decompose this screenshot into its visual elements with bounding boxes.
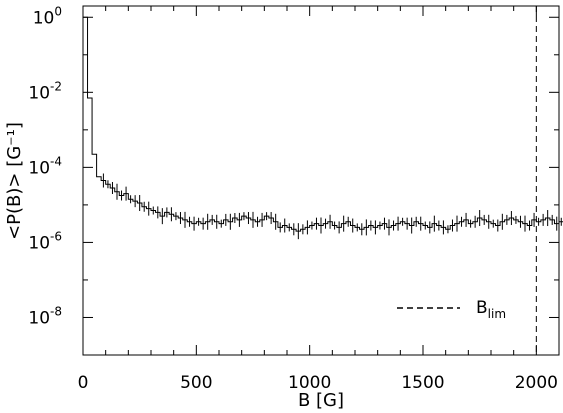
legend-label-base: B <box>476 298 488 318</box>
x-axis-ticks: 0 500 1000 1500 2000 <box>78 6 558 393</box>
error-bars <box>102 173 562 240</box>
y-tick-label: 10-4 <box>28 154 62 178</box>
y-tick-label: 100 <box>33 4 62 28</box>
plot-frame <box>82 5 560 356</box>
legend: Blim <box>397 298 506 321</box>
x-tick-label: 0 <box>78 373 89 393</box>
y-tick-label: 10-2 <box>28 79 62 103</box>
y-tick-label: 10-6 <box>28 229 62 253</box>
histogram-step-line <box>82 6 563 232</box>
x-tick-label: 1500 <box>401 373 444 393</box>
x-tick-label: 500 <box>180 373 212 393</box>
y-axis-title: <P(B)> [G⁻¹] <box>4 122 25 240</box>
legend-label-sub: lim <box>488 307 506 321</box>
x-tick-label: 1000 <box>288 373 331 393</box>
y-axis-ticks: 100 10-2 10-4 10-6 10-8 <box>28 4 559 356</box>
y-tick-label: 10-8 <box>28 304 62 328</box>
x-axis-title: B [G] <box>298 390 344 411</box>
legend-label: Blim <box>476 298 506 321</box>
x-tick-label: 2000 <box>515 373 558 393</box>
